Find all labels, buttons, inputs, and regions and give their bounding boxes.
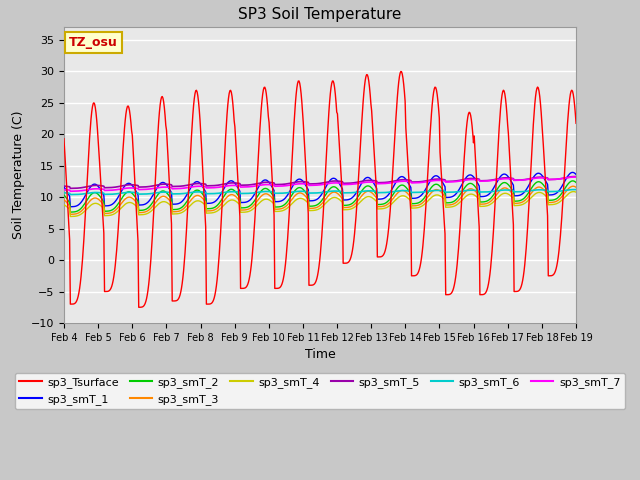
sp3_smT_1	[202, 189, 209, 195]
sp3_smT_5	[67, 185, 74, 191]
sp3_smT_2	[67, 209, 74, 215]
sp3_Tsurface	[572, 120, 580, 126]
sp3_smT_7	[397, 179, 405, 184]
sp3_smT_3	[123, 195, 131, 201]
sp3_smT_7	[123, 185, 131, 191]
sp3_smT_4	[123, 201, 131, 206]
sp3_smT_6	[123, 190, 131, 195]
sp3_smT_4	[70, 214, 77, 219]
sp3_smT_5	[70, 185, 77, 191]
sp3_smT_4	[175, 211, 182, 216]
sp3_smT_1	[569, 169, 577, 175]
sp3_smT_2	[60, 192, 68, 198]
sp3_smT_2	[123, 190, 131, 195]
sp3_smT_5	[175, 183, 182, 189]
sp3_smT_1	[397, 174, 405, 180]
sp3_smT_5	[123, 182, 131, 188]
sp3_smT_5	[397, 177, 405, 183]
Legend: sp3_Tsurface, sp3_smT_1, sp3_smT_2, sp3_smT_3, sp3_smT_4, sp3_smT_5, sp3_smT_6, : sp3_Tsurface, sp3_smT_1, sp3_smT_2, sp3_…	[15, 373, 625, 409]
Line: sp3_smT_3: sp3_smT_3	[64, 186, 576, 214]
sp3_smT_3	[67, 211, 74, 217]
sp3_smT_3	[383, 202, 390, 208]
sp3_smT_7	[571, 174, 579, 180]
sp3_smT_7	[70, 188, 77, 194]
sp3_Tsurface	[383, 241, 390, 247]
sp3_smT_3	[175, 208, 182, 214]
sp3_smT_5	[572, 174, 580, 180]
sp3_smT_4	[570, 189, 577, 194]
sp3_smT_6	[397, 188, 405, 193]
sp3_Tsurface	[135, 304, 143, 310]
Line: sp3_smT_4: sp3_smT_4	[64, 192, 576, 216]
sp3_Tsurface	[69, 301, 77, 307]
Line: sp3_smT_5: sp3_smT_5	[64, 177, 576, 188]
sp3_smT_7	[175, 186, 182, 192]
sp3_smT_6	[383, 190, 390, 195]
sp3_Tsurface	[60, 136, 68, 142]
sp3_smT_5	[202, 181, 209, 187]
sp3_smT_1	[175, 201, 182, 206]
sp3_smT_2	[383, 200, 390, 205]
sp3_Tsurface	[399, 71, 406, 77]
sp3_smT_6	[572, 187, 580, 192]
sp3_smT_2	[572, 180, 580, 185]
sp3_smT_1	[70, 204, 77, 209]
Title: SP3 Soil Temperature: SP3 Soil Temperature	[238, 7, 402, 22]
Line: sp3_smT_2: sp3_smT_2	[64, 181, 576, 212]
sp3_smT_4	[383, 204, 390, 210]
sp3_smT_1	[67, 204, 74, 210]
sp3_smT_1	[383, 194, 390, 200]
sp3_smT_6	[67, 192, 74, 197]
sp3_smT_4	[67, 214, 74, 219]
sp3_smT_6	[60, 190, 68, 196]
sp3_smT_3	[572, 184, 580, 190]
Line: sp3_smT_7: sp3_smT_7	[64, 177, 576, 191]
X-axis label: Time: Time	[305, 348, 335, 361]
sp3_Tsurface	[202, 224, 209, 229]
sp3_smT_4	[572, 189, 580, 195]
sp3_smT_3	[70, 211, 77, 217]
sp3_smT_2	[175, 206, 182, 212]
sp3_smT_2	[569, 178, 577, 184]
sp3_smT_7	[572, 174, 580, 180]
sp3_smT_6	[70, 192, 77, 197]
sp3_smT_4	[202, 203, 209, 208]
sp3_smT_3	[60, 197, 68, 203]
sp3_smT_4	[397, 193, 405, 199]
sp3_smT_1	[572, 172, 580, 178]
sp3_smT_6	[175, 191, 182, 197]
Text: TZ_osu: TZ_osu	[69, 36, 118, 49]
sp3_smT_7	[67, 188, 74, 194]
sp3_Tsurface	[175, 296, 182, 301]
Line: sp3_smT_6: sp3_smT_6	[64, 190, 576, 194]
sp3_smT_5	[60, 183, 68, 189]
sp3_smT_2	[70, 209, 77, 215]
sp3_smT_3	[570, 183, 577, 189]
sp3_smT_6	[570, 187, 578, 192]
sp3_smT_5	[571, 174, 579, 180]
sp3_smT_6	[202, 190, 209, 195]
Line: sp3_smT_1: sp3_smT_1	[64, 172, 576, 207]
sp3_smT_3	[202, 199, 209, 205]
sp3_smT_1	[60, 184, 68, 190]
sp3_Tsurface	[397, 69, 404, 74]
sp3_smT_7	[383, 180, 390, 186]
sp3_smT_2	[202, 196, 209, 202]
sp3_smT_5	[383, 180, 390, 185]
Y-axis label: Soil Temperature (C): Soil Temperature (C)	[12, 111, 26, 240]
sp3_smT_1	[123, 181, 131, 187]
sp3_smT_4	[60, 202, 68, 208]
sp3_smT_2	[397, 182, 405, 188]
Line: sp3_Tsurface: sp3_Tsurface	[64, 72, 576, 307]
sp3_smT_3	[397, 188, 405, 193]
sp3_Tsurface	[122, 111, 130, 117]
sp3_smT_7	[202, 184, 209, 190]
sp3_smT_7	[60, 187, 68, 192]
